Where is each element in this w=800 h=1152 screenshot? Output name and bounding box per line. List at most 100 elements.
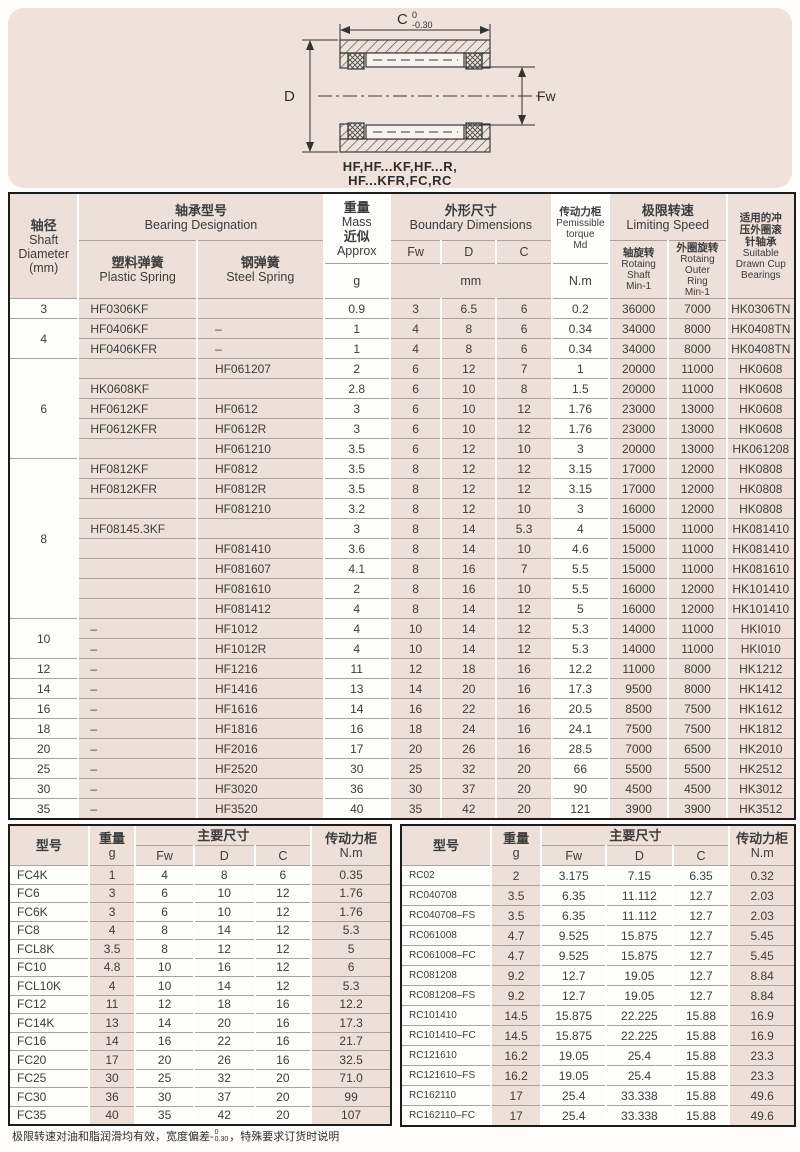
shaft-speed-cell: 15000 [607, 558, 669, 579]
shaft-speed-cell: 20000 [607, 438, 669, 459]
fw-cell: 8 [134, 920, 194, 940]
c-cell: 16 [495, 658, 552, 679]
fc-header-model: 型号 [10, 826, 89, 866]
c-cell: 10 [495, 438, 552, 459]
torque-cell: 2.03 [728, 905, 794, 926]
d-cell: 33.338 [605, 1085, 673, 1106]
plastic-spring-cell [77, 578, 197, 599]
shaft-diameter-cell: 6 [10, 358, 79, 459]
model-cell: FC25 [10, 1068, 89, 1088]
spring-blocks [347, 52, 483, 140]
weight-cell: 3.5 [87, 939, 136, 958]
suitable-bearing-cell: HK0808 [725, 458, 794, 479]
c-cell: 12 [495, 638, 552, 659]
fw-cell: 14 [134, 1013, 194, 1032]
d-cell: 12 [440, 498, 497, 519]
suitable-bearing-cell: HK101410 [725, 598, 794, 619]
ring-speed-cell: 13000 [667, 398, 727, 419]
weight-cell: 14.5 [489, 1025, 542, 1046]
c-cell: 12 [253, 939, 312, 958]
torque-cell: 3 [550, 498, 609, 519]
mass-cell: 3.5 [322, 458, 390, 479]
c-cell: 12 [253, 976, 312, 995]
torque-cell: 0.34 [550, 338, 609, 359]
steel-spring-cell: HF061210 [195, 438, 324, 459]
d-cell: 14 [440, 598, 497, 619]
torque-cell: 23.3 [728, 1065, 794, 1086]
main-table-row: 20– HF2016 17 20 26 16 28.5 7000 6500 HK2010 [10, 738, 794, 759]
d-cell: 20 [192, 1013, 255, 1032]
rc-header-main-dimensions: 主要尺寸 [540, 826, 730, 846]
d-cell: 25.4 [605, 1045, 673, 1066]
steel-spring-cell: HF1012 [195, 618, 324, 639]
shaft-diameter-cell: 10 [10, 618, 79, 659]
weight-cell: 4.8 [87, 957, 136, 977]
mass-cell: 3.6 [322, 538, 390, 559]
steel-spring-cell: HF081610 [195, 578, 324, 599]
steel-spring-cell: HF3020 [195, 778, 324, 799]
mass-cell: 3 [322, 518, 390, 539]
rc-table-row: RC101410 14.5 15.875 22.225 15.88 16.9 [402, 1005, 794, 1026]
torque-cell: 0.32 [728, 865, 794, 886]
rc-table-row: RC162110–FC 17 25.4 33.338 15.88 49.6 [402, 1105, 794, 1125]
main-table-row: 30– HF3020 36 30 37 20 90 4500 4500 HK3012 [10, 778, 794, 799]
steel-spring-cell: HF1816 [195, 718, 324, 739]
c-cell: 6 [495, 338, 552, 359]
c-cell: 16 [495, 738, 552, 759]
c-cell: 20 [253, 1087, 312, 1106]
shaft-diameter-cell: 12 [10, 658, 79, 679]
torque-cell: 16.9 [728, 1005, 794, 1026]
d-cell: 16 [440, 578, 497, 599]
fw-cell: 16 [134, 1031, 194, 1051]
fw-cell: 35 [134, 1105, 194, 1124]
fw-cell: 8 [134, 939, 194, 958]
c-cell: 20 [253, 1105, 312, 1124]
suitable-bearing-cell: HK2010 [725, 738, 794, 759]
header-permissible-torque: 传动力柜 Pemissible torque Md [550, 194, 609, 264]
suitable-bearing-cell: HK3512 [725, 798, 794, 818]
c-cell: 12.7 [671, 965, 730, 986]
torque-cell: 12.2 [310, 994, 390, 1014]
torque-cell: 3.15 [550, 458, 609, 479]
header-shaft-diameter: 轴径 Shaft Diameter (mm) [10, 194, 79, 299]
plastic-spring-cell: HF0406KF [77, 318, 197, 339]
fc-table-row: FC16 14 16 22 16 21.7 [10, 1031, 390, 1051]
torque-cell: 5.3 [550, 638, 609, 659]
main-table-row: HF081412 4 8 14 12 5 16000 12000 HK101410 [10, 598, 794, 619]
d-cell: 20 [440, 678, 497, 699]
torque-cell: 23.3 [728, 1045, 794, 1066]
ring-speed-cell: 12000 [667, 498, 727, 519]
main-table-row: 3 HF0306KF 0.9 3 6.5 6 0.2 36000 7000 HK0306TN [10, 298, 794, 319]
fw-cell: 8 [388, 518, 442, 539]
fw-cell: 15.875 [540, 1025, 607, 1046]
header-mass: 重量 Mass 近似 Approx [322, 194, 390, 264]
mass-cell: 14 [322, 698, 390, 719]
header-rotating-outer-ring: 外圈旋转 Rotaing Outer Ring Min-1 [667, 240, 727, 299]
mass-cell: 11 [322, 658, 390, 679]
fw-cell: 6 [134, 902, 194, 921]
footnote-tolerance-lower: 0.30 [214, 1136, 229, 1143]
shaft-speed-cell: 3900 [607, 798, 669, 818]
weight-cell: 16.2 [489, 1045, 542, 1066]
fw-cell: 12 [134, 994, 194, 1014]
torque-cell: 28.5 [550, 738, 609, 759]
steel-spring-cell: HF2016 [195, 738, 324, 759]
d-cell: 22 [192, 1031, 255, 1051]
ring-speed-cell: 11000 [667, 638, 727, 659]
weight-cell: 17 [489, 1105, 542, 1125]
fw-cell: 9.525 [540, 925, 607, 946]
torque-cell: 2.03 [728, 885, 794, 906]
plastic-spring-cell: HK0608KF [77, 378, 197, 399]
header-rotating-shaft: 轴旋转 Rotaing Shaft Min-1 [607, 240, 669, 299]
d-cell: 22.225 [605, 1025, 673, 1046]
fw-cell: 8 [388, 558, 442, 579]
c-cell: 12 [253, 902, 312, 921]
c-cell: 6 [495, 298, 552, 319]
c-cell: 16 [253, 1050, 312, 1069]
c-cell: 15.88 [671, 1005, 730, 1026]
header-col-c: C [495, 240, 552, 264]
fw-cell: 15.875 [540, 1005, 607, 1026]
d-cell: 18 [192, 994, 255, 1014]
mass-cell: 16 [322, 718, 390, 739]
